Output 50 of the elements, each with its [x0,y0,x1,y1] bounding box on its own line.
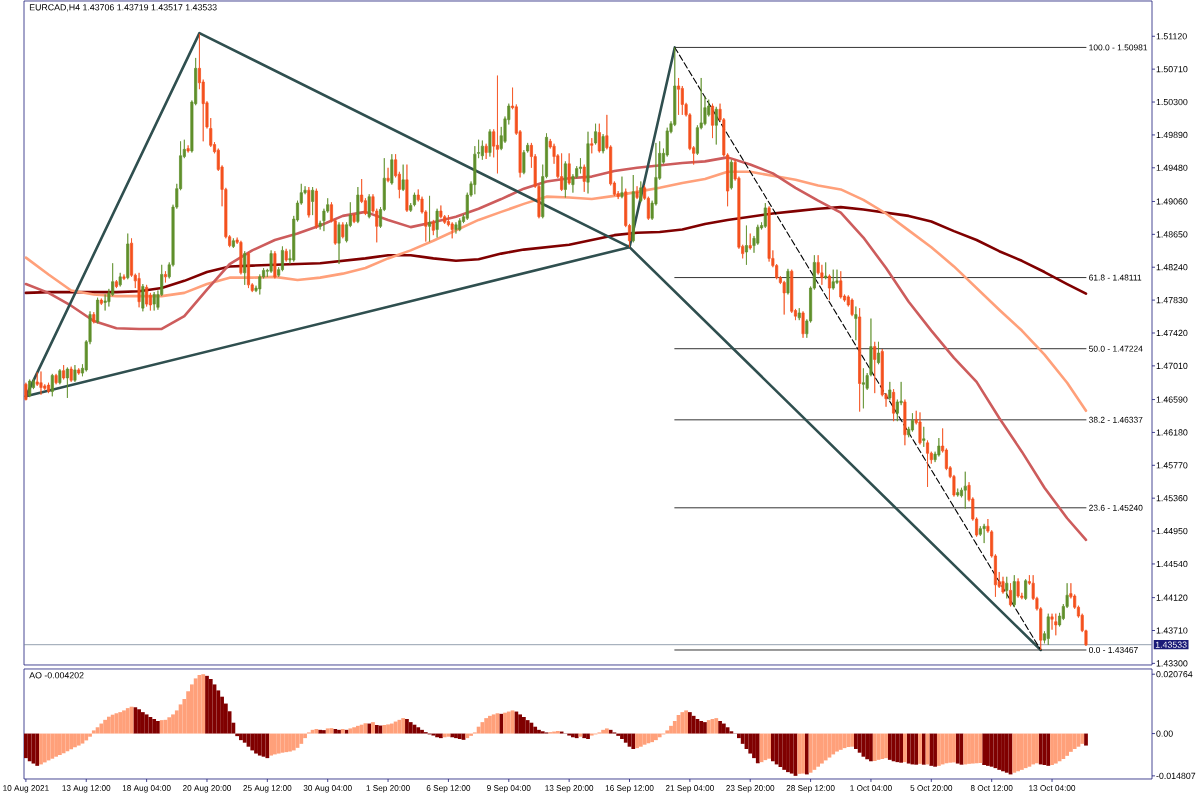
y-tick-label: 1.44950 [1156,527,1188,535]
x-tick-label: 25 Aug 12:00 [243,785,292,793]
x-tick-label: 1 Sep 20:00 [366,785,410,793]
y-tick-label: 1.48650 [1156,231,1188,238]
x-tick-label: 30 Aug 04:00 [303,785,352,793]
x-tick-label: 28 Sep 12:00 [786,785,835,793]
y-tick-label: 1.47420 [1156,329,1188,337]
y-tick-label: 1.45360 [1156,495,1188,502]
ref-line-label: 1.43533 [1155,641,1187,648]
x-tick-label: 16 Sep 12:00 [605,785,654,793]
y-tick-label: 1.44120 [1156,594,1188,601]
x-tick-label: 13 Aug 12:00 [62,785,111,793]
y-tick-label: 1.45770 [1156,462,1188,469]
x-tick-label: 10 Aug 2021 [3,785,49,793]
series-label: 50.0 - 1.47224 [1089,345,1143,352]
x-tick-label: 20 Aug 20:00 [182,785,232,793]
x-tick-label: 13 Sep 20:00 [545,785,594,793]
y-tick-label: 1.49890 [1156,131,1188,139]
y-tick-label: 0.00 [1156,730,1173,737]
series-label: 61.8 - 1.48111 [1089,274,1142,281]
series-label: 38.2 - 1.46337 [1089,416,1143,423]
x-tick-label: 8 Oct 12:00 [970,785,1013,791]
chart-title: AO -0.004202 [29,672,84,679]
y-tick-label: 1.43710 [1156,627,1188,634]
y-tick-label: 1.50710 [1156,66,1188,73]
x-tick-label: 5 Oct 20:00 [910,785,953,791]
y-tick-label: 1.49480 [1156,164,1188,171]
y-tick-label: 1.50300 [1156,98,1188,106]
y-tick-label: 1.48240 [1156,264,1188,271]
y-tick-label: 1.51120 [1156,33,1187,40]
y-tick-label: 1.46180 [1156,429,1188,436]
x-tick-label: 6 Sep 12:00 [426,785,471,793]
y-tick-label: 0.020764 [1156,671,1193,678]
y-tick-label: 1.49060 [1156,198,1188,205]
x-tick-label: 1 Oct 04:00 [850,785,892,791]
y-tick-label: 1.44540 [1156,560,1188,568]
x-tick-label: 13 Oct 04:00 [1029,785,1076,791]
series-label: 0.0 - 1.43467 [1089,647,1138,653]
y-tick-label: 1.47830 [1156,296,1188,304]
series-label: 23.6 - 1.45240 [1089,504,1143,511]
y-tick-label: -0.014807 [1156,772,1196,779]
series-label: 100.0 - 1.50981 [1089,44,1148,51]
x-tick-label: 21 Sep 04:00 [665,785,714,793]
chart-title: EURCAD,H4 1.43706 1.43719 1.43517 1.43533 [29,4,217,12]
x-tick-label: 9 Sep 04:00 [487,785,531,793]
y-tick-label: 1.46590 [1156,396,1188,403]
y-tick-label: 1.43300 [1156,660,1188,667]
y-tick-label: 1.47010 [1156,362,1188,369]
x-tick-label: 23 Sep 20:00 [726,785,775,793]
x-tick-label: 18 Aug 04:00 [122,785,171,793]
